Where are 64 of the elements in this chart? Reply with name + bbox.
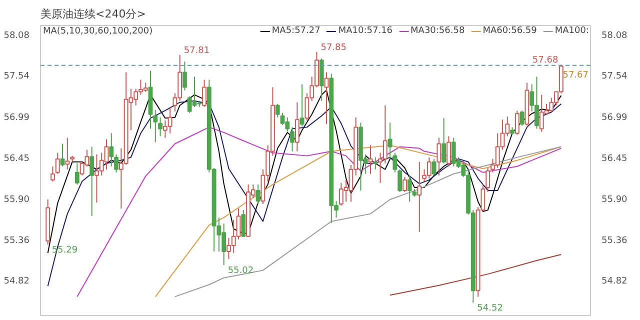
candlestick [153,109,158,143]
candlestick [392,152,398,173]
candlestick [368,144,373,174]
y2-tick-label: 54.82 [602,276,628,287]
y2-tick-label: 57.54 [602,72,628,82]
candlestick [417,161,422,232]
candlestick [373,156,378,170]
y-tick-label: 56.99 [4,113,30,124]
candlestick [436,137,442,176]
candlestick [446,136,451,167]
candlestick [300,84,304,127]
candlestick [294,102,300,152]
candlestick [520,110,524,126]
candlestick [324,72,329,125]
line-series [76,126,562,298]
legend-label: MA5:57.27 [272,26,320,36]
legend-label: MA10:57.16 [338,26,393,36]
legend-label: MA100: [554,26,589,36]
chart-title: 美原油连续<240分> [40,8,146,20]
y-tick-label: 55.90 [4,195,30,206]
annotation: 55.02 [228,266,254,276]
candlestick [398,168,402,192]
candlestick [514,110,520,136]
annotation: 54.52 [477,304,503,314]
y-tick-label: 54.82 [4,276,30,287]
candlestick [388,122,392,160]
candlestick [109,132,114,167]
candlestick [486,167,490,192]
y-tick-label: 55.36 [4,236,30,246]
candlestick [158,116,162,137]
candlestick [90,146,94,217]
candlestick [256,184,260,205]
ref-line-label: 57.67 [562,70,588,80]
candlestick [50,166,55,182]
y2-tick-label: 56.45 [602,154,628,164]
annotation: MA(5,10,30,60,100,200) [42,26,153,36]
line-series [390,254,562,296]
y2-tick-label: 55.36 [602,236,628,246]
candlestick [432,158,436,176]
annotation: 57.68 [532,56,558,66]
candlestick [402,176,407,192]
y2-tick-label: 58.08 [602,31,628,42]
y-tick-label: 58.08 [4,31,30,42]
candlestick [55,152,60,174]
candlestick [202,79,206,108]
annotation: 57.81 [184,46,210,56]
candlestick [275,103,280,118]
annotation: 57.85 [320,42,346,53]
candlestick [442,118,446,164]
y2-tick-label: 56.99 [602,113,628,124]
legend-label: MA30:56.58 [410,26,465,36]
candlestick [65,137,70,170]
candlestick [290,126,294,152]
line-series [47,100,562,287]
candlestick [407,174,412,202]
y-tick-label: 56.45 [4,154,30,164]
candlestick [114,154,118,173]
y2-tick-label: 55.90 [602,195,628,206]
candlestick [74,162,80,185]
candlestick [60,143,65,167]
candlestick [182,61,187,91]
legend-label: MA60:56.59 [482,26,537,36]
y-tick-label: 57.54 [4,72,30,82]
candlestick [241,210,246,237]
